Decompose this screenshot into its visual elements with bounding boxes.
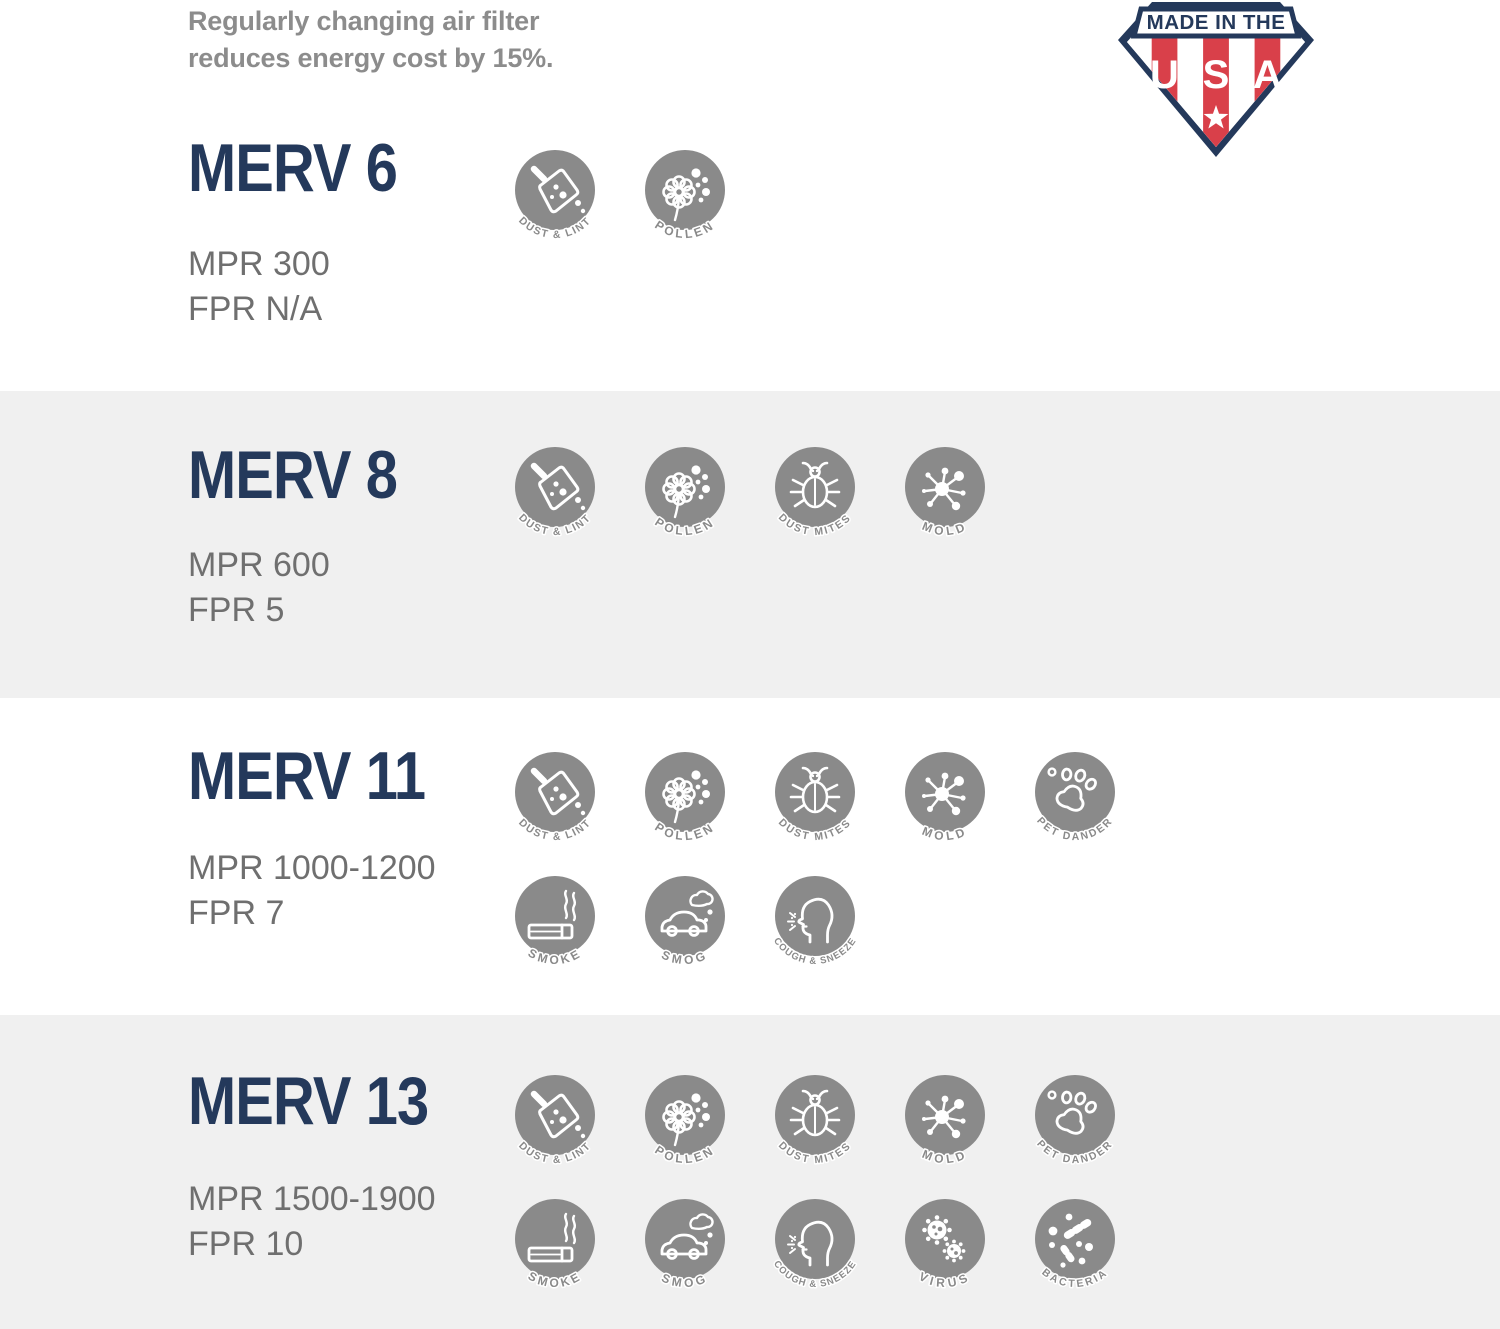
- merv-11-specs: MPR 1000-1200 FPR 7: [188, 846, 436, 936]
- badge-banner: [1130, 6, 1302, 39]
- badge-star-icon: [1203, 105, 1229, 129]
- dust-lint-icon: DUST & LINT: [505, 148, 605, 260]
- merv-11-heading: MERV 11: [188, 738, 426, 814]
- svg-text:MOLD: MOLD: [920, 519, 970, 538]
- merv-11-fpr: FPR 7: [188, 893, 285, 932]
- merv-13-section: MERV 13 MPR 1500-1900 FPR 10 DUST & LINT: [0, 1015, 1500, 1329]
- merv-6-mpr: MPR 300: [188, 245, 330, 283]
- mold-icon: MOLD: [895, 445, 995, 557]
- merv-6-specs: MPR 300 FPR N/A: [188, 242, 330, 332]
- merv-13-fpr: FPR 10: [188, 1224, 304, 1263]
- merv-6-heading: MERV 6: [188, 130, 398, 206]
- svg-text:SMOG: SMOG: [659, 1271, 710, 1291]
- merv-8-contaminant-icons: DUST & LINT POLLEN DU: [505, 445, 1125, 557]
- badge-letter-u: U: [1150, 53, 1179, 97]
- merv-8-mpr: MPR 600: [188, 546, 330, 584]
- smoke-icon: SMOKE: [505, 874, 605, 986]
- merv-6-contaminant-icons: DUST & LINT POLLEN: [505, 148, 1125, 260]
- merv-8-fpr: FPR 5: [188, 590, 285, 629]
- merv-13-specs: MPR 1500-1900 FPR 10: [188, 1177, 436, 1267]
- mold-icon: MOLD: [895, 1073, 995, 1185]
- merv-13-contaminant-icons: DUST & LINT POLLEN DU: [505, 1073, 1125, 1309]
- svg-text:SMOG: SMOG: [659, 948, 710, 968]
- dust-mites-icon: DUST MITES: [765, 750, 865, 862]
- merv-11-section: MERV 11 MPR 1000-1200 FPR 7 DUST & LINT: [0, 698, 1500, 1015]
- made-in-usa-badge: MADE IN THE U S A: [1118, 2, 1314, 157]
- merv-6-section: MERV 6 MPR 300 FPR N/A DUST & LINT: [0, 0, 1500, 391]
- merv-13-heading: MERV 13: [188, 1063, 429, 1139]
- dust-lint-icon: DUST & LINT: [505, 750, 605, 862]
- merv-8-section: MERV 8 MPR 600 FPR 5 DUST & LINT: [0, 391, 1500, 698]
- merv-11-contaminant-icons: DUST & LINT POLLEN DU: [505, 750, 1125, 986]
- merv-6-fpr: FPR N/A: [188, 289, 323, 328]
- cough-sneeze-icon: COUGH & SNEEZE: [765, 874, 865, 986]
- merv-8-heading: MERV 8: [188, 437, 398, 513]
- pollen-icon: POLLEN: [635, 148, 735, 260]
- pet-dander-icon: PET DANDER: [1025, 750, 1125, 862]
- svg-text:MOLD: MOLD: [920, 1147, 970, 1166]
- smoke-icon: SMOKE: [505, 1197, 605, 1309]
- pollen-icon: POLLEN: [635, 750, 735, 862]
- badge-letter-s: S: [1203, 53, 1230, 97]
- smog-icon: SMOG: [635, 1197, 735, 1309]
- merv-13-mpr: MPR 1500-1900: [188, 1180, 436, 1218]
- pet-dander-icon: PET DANDER: [1025, 1073, 1125, 1185]
- cough-sneeze-icon: COUGH & SNEEZE: [765, 1197, 865, 1309]
- dust-lint-icon: DUST & LINT: [505, 1073, 605, 1185]
- smog-icon: SMOG: [635, 874, 735, 986]
- tagline-line-1: Regularly changing air filter: [188, 6, 540, 36]
- dust-mites-icon: DUST MITES: [765, 445, 865, 557]
- merv-8-specs: MPR 600 FPR 5: [188, 543, 330, 633]
- tagline-line-2: reduces energy cost by 15%.: [188, 42, 554, 73]
- pollen-icon: POLLEN: [635, 445, 735, 557]
- virus-icon: VIRUS: [895, 1197, 995, 1309]
- mold-icon: MOLD: [895, 750, 995, 862]
- dust-lint-icon: DUST & LINT: [505, 445, 605, 557]
- badge-letter-a: A: [1253, 53, 1282, 97]
- bacteria-icon: BACTERIA: [1025, 1197, 1125, 1309]
- energy-savings-tagline: Regularly changing air filter reduces en…: [188, 3, 553, 76]
- svg-text:MOLD: MOLD: [920, 824, 970, 843]
- pollen-icon: POLLEN: [635, 1073, 735, 1185]
- dust-mites-icon: DUST MITES: [765, 1073, 865, 1185]
- badge-banner-text: MADE IN THE: [1147, 11, 1286, 34]
- merv-11-mpr: MPR 1000-1200: [188, 849, 436, 887]
